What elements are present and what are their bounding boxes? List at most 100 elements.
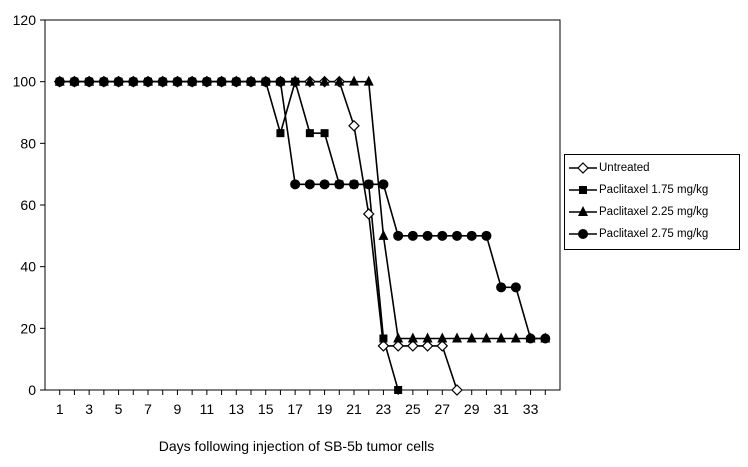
series-line-3 (59, 80, 546, 340)
legend-diamond-marker-icon (569, 162, 597, 174)
series-line-2 (59, 80, 546, 340)
series-0-point-23 (392, 340, 404, 352)
series-3-point-24 (407, 230, 418, 241)
series-1-point-17 (305, 129, 314, 138)
legend-label-paclitaxel-225: Paclitaxel 2.25 mg/kg (599, 206, 709, 218)
series-3-point-26 (437, 230, 448, 241)
series-3-point-27 (452, 230, 462, 241)
series-2-point-27 (452, 332, 462, 343)
legend-square-marker-icon (569, 186, 597, 194)
series-3-point-12 (231, 76, 242, 87)
x-tick-label-6: 13 (228, 401, 244, 417)
series-3-point-11 (216, 76, 227, 87)
series-2-point-31 (510, 332, 521, 343)
legend-label-paclitaxel-175: Paclitaxel 1.75 mg/kg (599, 184, 709, 196)
series-3-point-17 (304, 179, 315, 190)
x-tick-label-15: 31 (493, 401, 509, 417)
x-tick-label-13: 27 (434, 401, 450, 417)
y-tick-label-4: 80 (20, 135, 36, 151)
legend-item-paclitaxel-175: Paclitaxel 1.75 mg/kg (565, 181, 739, 203)
series-0-point-26 (436, 340, 449, 352)
series-2-point-29 (481, 332, 492, 343)
y-tick-label-6: 120 (13, 12, 37, 28)
series-2-point-25 (422, 332, 433, 343)
series-3-point-13 (246, 76, 256, 87)
legend-label-paclitaxel-275: Paclitaxel 2.75 mg/kg (599, 228, 709, 240)
series-3-point-4 (113, 76, 124, 87)
series-3-point-18 (319, 179, 330, 190)
series-1-point-18 (320, 129, 329, 138)
series-2-point-21 (363, 75, 374, 86)
series-3-point-22 (378, 179, 389, 190)
series-3-point-2 (84, 76, 95, 87)
series-3-point-1 (69, 76, 80, 87)
y-tick-label-2: 40 (20, 259, 36, 275)
series-3-point-8 (172, 76, 183, 87)
series-2-point-18 (319, 75, 330, 86)
series-2-point-19 (334, 75, 345, 86)
series-3-point-23 (393, 230, 404, 241)
x-tick-label-4: 9 (174, 401, 182, 417)
x-tick-label-11: 23 (376, 401, 392, 417)
series-0-point-22 (377, 340, 390, 352)
x-tick-label-14: 29 (464, 401, 480, 417)
series-2-point-30 (496, 332, 507, 343)
series-2-point-24 (407, 332, 418, 343)
x-tick-label-2: 5 (115, 401, 123, 417)
x-tick-label-8: 17 (287, 401, 303, 417)
series-2-point-26 (437, 332, 448, 343)
series-3-point-6 (143, 76, 153, 87)
x-tick-label-9: 19 (317, 401, 333, 417)
series-3-point-19 (334, 179, 345, 190)
series-2-point-22 (378, 229, 389, 240)
series-3-point-31 (510, 282, 521, 293)
series-3-point-21 (363, 179, 374, 190)
series-3-point-32 (525, 333, 536, 344)
series-3-point-5 (128, 76, 139, 87)
chart-legend: Untreated Paclitaxel 1.75 mg/kg Paclitax… (564, 154, 740, 250)
series-3-point-28 (466, 230, 477, 241)
series-2-point-16 (290, 75, 301, 86)
series-0-point-24 (407, 340, 419, 352)
series-0-point-27 (451, 384, 463, 396)
series-3-point-10 (201, 76, 212, 87)
series-2-point-17 (304, 75, 315, 86)
legend-item-untreated: Untreated (565, 159, 739, 181)
series-3-point-25 (422, 230, 433, 241)
series-1-point-22 (379, 334, 388, 343)
series-3-point-7 (157, 76, 168, 87)
x-axis-label: Days following injection of SB-5b tumor … (158, 438, 435, 454)
x-tick-label-5: 11 (200, 401, 215, 417)
y-tick-label-1: 20 (20, 320, 36, 336)
series-2-point-20 (349, 75, 359, 86)
series-0-point-20 (348, 119, 360, 132)
plot-area-frame (44, 19, 561, 391)
series-3-point-0 (54, 76, 65, 87)
series-3-point-14 (260, 76, 271, 87)
y-tick-label-3: 60 (20, 197, 36, 213)
series-2-point-23 (393, 332, 404, 343)
legend-item-paclitaxel-225: Paclitaxel 2.25 mg/kg (565, 203, 739, 225)
series-3-point-9 (187, 76, 198, 87)
legend-circle-marker-icon (569, 229, 597, 239)
series-3-point-20 (349, 179, 359, 190)
series-2-point-28 (466, 332, 477, 343)
series-3-point-16 (290, 179, 301, 190)
y-tick-label-0: 0 (28, 382, 36, 398)
x-tick-label-3: 7 (144, 401, 152, 417)
y-tick-label-5: 100 (13, 74, 37, 90)
x-tick-label-10: 21 (346, 401, 362, 417)
legend-item-paclitaxel-275: Paclitaxel 2.75 mg/kg (565, 225, 739, 247)
x-tick-label-7: 15 (258, 401, 274, 417)
x-tick-label-0: 1 (56, 401, 64, 417)
series-3-point-30 (496, 282, 507, 293)
series-line-1 (59, 78, 399, 391)
x-tick-label-16: 33 (523, 401, 539, 417)
x-tick-label-12: 25 (405, 401, 421, 417)
series-3-point-33 (540, 333, 551, 344)
series-0-point-25 (421, 340, 434, 352)
series-3-point-15 (275, 76, 286, 87)
series-3-point-29 (481, 230, 492, 241)
legend-triangle-marker-icon (569, 206, 597, 216)
